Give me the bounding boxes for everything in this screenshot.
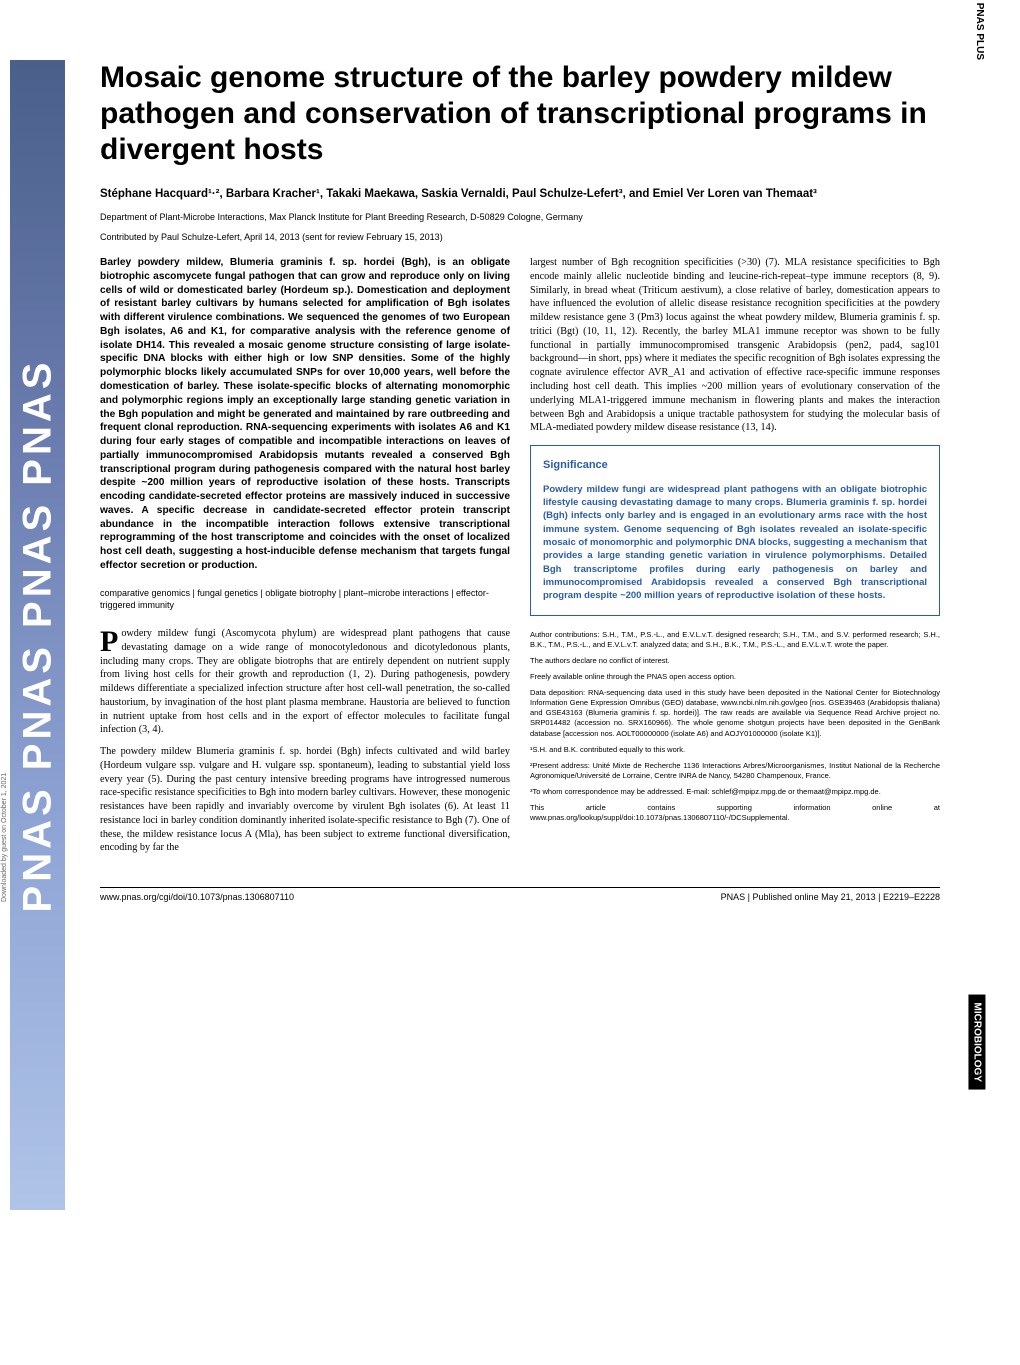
contributed-line: Contributed by Paul Schulze-Lefert, Apri… [100,232,940,242]
significance-box: Significance Powdery mildew fungi are wi… [530,445,940,616]
author-contributions: Author contributions: S.H., T.M., P.S.-L… [530,630,940,650]
correspondence: ³To whom correspondence may be addressed… [530,787,940,797]
equal-contribution: ¹S.H. and B.K. contributed equally to th… [530,745,940,755]
body-para-2: The powdery mildew Blumeria graminis f. … [100,745,510,855]
affiliation: Department of Plant-Microbe Interactions… [100,212,940,222]
abstract: Barley powdery mildew, Blumeria graminis… [100,256,510,573]
paper-page: Mosaic genome structure of the barley po… [0,0,1020,942]
footer-doi: www.pnas.org/cgi/doi/10.1073/pnas.130680… [100,892,294,902]
microbiology-label: MICROBIOLOGY [968,995,985,1090]
body-para-1: Powdery mildew fungi (Ascomycota phylum)… [100,627,510,737]
page-footer: www.pnas.org/cgi/doi/10.1073/pnas.130680… [100,887,940,902]
dropcap: P [100,627,121,655]
supplemental-info: This article contains supporting informa… [530,803,940,823]
left-column: Barley powdery mildew, Blumeria graminis… [100,256,510,863]
significance-title: Significance [543,458,927,473]
significance-text: Powdery mildew fungi are widespread plan… [543,483,927,603]
body-para-3: largest number of Bgh recognition specif… [530,256,940,435]
two-column-layout: Barley powdery mildew, Blumeria graminis… [100,256,940,863]
conflict-interest: The authors declare no conflict of inter… [530,656,940,666]
open-access: Freely available online through the PNAS… [530,672,940,682]
data-deposition: Data deposition: RNA-sequencing data use… [530,688,940,739]
supplemental-text: This article contains supporting informa… [530,803,940,822]
keywords: comparative genomics | fungal genetics |… [100,587,510,611]
article-title: Mosaic genome structure of the barley po… [100,60,940,168]
right-column: largest number of Bgh recognition specif… [530,256,940,863]
authors: Stéphane Hacquard¹·², Barbara Kracher¹, … [100,186,940,202]
body-text-1: owdery mildew fungi (Ascomycota phylum) … [100,628,510,735]
footer-citation: PNAS | Published online May 21, 2013 | E… [721,892,940,902]
present-address: ²Present address: Unité Mixte de Recherc… [530,761,940,781]
